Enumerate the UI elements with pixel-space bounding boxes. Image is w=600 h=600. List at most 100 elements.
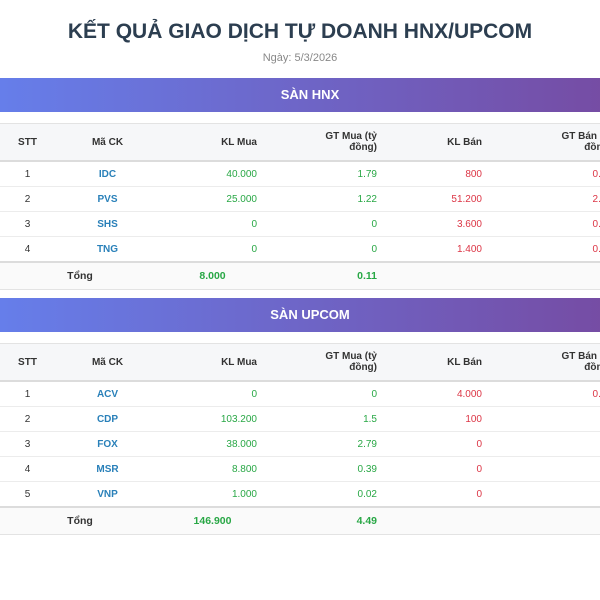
column-header: KL Mua	[160, 123, 265, 162]
column-header-text: GT Mua (tỷ đồng)	[325, 351, 377, 373]
total-label: Tổng	[0, 506, 160, 535]
column-header: KL Bán	[385, 123, 490, 162]
total-gt-mua: 4.49	[265, 506, 385, 535]
cell: 8.800	[160, 456, 265, 482]
cell: 3	[0, 431, 55, 457]
cell: 2.79	[265, 431, 385, 457]
cell: TNG	[55, 236, 160, 263]
cell: 100	[385, 406, 490, 432]
cell: 0	[385, 431, 490, 457]
total-empty	[490, 261, 600, 290]
column-header: Mã CK	[55, 343, 160, 382]
section-title: SÀN HNX	[0, 78, 600, 112]
cell: 0.21	[490, 381, 600, 407]
cell: 5	[0, 481, 55, 508]
cell: 0.07	[490, 211, 600, 237]
cell: 0	[490, 431, 600, 457]
cell: PVS	[55, 186, 160, 212]
total-empty	[385, 506, 490, 535]
section: SÀN HNX STT Mã CK KL Mua GT Mua (tỷ đồng) KL …	[0, 78, 600, 290]
column-header: STT	[0, 123, 55, 162]
data-table: STT Mã CK KL Mua GT Mua (tỷ đồng) KL Bán GT B…	[0, 343, 600, 535]
cell: FOX	[55, 431, 160, 457]
cell: 1.5	[265, 406, 385, 432]
column-header-text: KL Bán	[447, 356, 482, 368]
cell: 0	[160, 236, 265, 263]
column-header: KL Mua	[160, 343, 265, 382]
column-header-text: Mã CK	[91, 136, 124, 148]
section-title: SÀN UPCOM	[0, 298, 600, 332]
cell: 0.39	[265, 456, 385, 482]
total-row: Tổng 8.000 0.11	[0, 261, 600, 290]
cell: 1.22	[265, 186, 385, 212]
sections: SÀN HNX STT Mã CK KL Mua GT Mua (tỷ đồng) KL …	[0, 78, 600, 535]
column-header: GT Mua (tỷ đồng)	[265, 123, 385, 162]
column-header-text: GT Bán (tỷ đồng)	[561, 131, 600, 153]
cell: 0	[490, 481, 600, 508]
cell: 0	[160, 381, 265, 407]
cell: 40.000	[160, 161, 265, 187]
column-header-text: Mã CK	[91, 356, 124, 368]
cell: 800	[385, 161, 490, 187]
cell: 0	[265, 236, 385, 263]
total-label: Tổng	[0, 261, 160, 290]
cell: CDP	[55, 406, 160, 432]
cell: 2	[0, 186, 55, 212]
total-row: Tổng 146.900 4.49	[0, 506, 600, 535]
column-header-text: GT Mua (tỷ đồng)	[325, 131, 377, 153]
cell: 25.000	[160, 186, 265, 212]
column-header-text: KL Mua	[221, 136, 257, 148]
column-header-text: GT Bán (tỷ đồng)	[561, 351, 600, 373]
total-kl-mua: 146.900	[160, 506, 265, 535]
cell: 4.000	[385, 381, 490, 407]
cell: SHS	[55, 211, 160, 237]
title: KẾT QUẢ GIAO DỊCH TỰ DOANH HNX/UPCOM	[67, 20, 533, 43]
total-empty	[490, 506, 600, 535]
cell: 103.200	[160, 406, 265, 432]
header-row: STT Mã CK KL Mua GT Mua (tỷ đồng) KL Bán GT B…	[0, 123, 600, 162]
column-header: GT Bán (tỷ đồng)	[490, 123, 600, 162]
cell: 4	[0, 236, 55, 263]
total-gt-mua: 0.11	[265, 261, 385, 290]
cell: 0.04	[490, 236, 600, 263]
cell: IDC	[55, 161, 160, 187]
section: SÀN UPCOM STT Mã CK KL Mua GT Mua (tỷ đồng) K…	[0, 298, 600, 535]
cell: ACV	[55, 381, 160, 407]
column-header: STT	[0, 343, 55, 382]
column-header: GT Mua (tỷ đồng)	[265, 343, 385, 382]
column-header-text: STT	[18, 136, 37, 148]
column-header: GT Bán (tỷ đồng)	[490, 343, 600, 382]
column-header-text: STT	[18, 356, 37, 368]
cell: 0	[385, 456, 490, 482]
data-table: STT Mã CK KL Mua GT Mua (tỷ đồng) KL Bán GT B…	[0, 123, 600, 290]
column-header: Mã CK	[55, 123, 160, 162]
cell: 1	[0, 381, 55, 407]
total-empty	[385, 261, 490, 290]
cell: 2.78	[490, 186, 600, 212]
cell: 0	[490, 406, 600, 432]
cell: 4	[0, 456, 55, 482]
cell: 38.000	[160, 431, 265, 457]
cell: VNP	[55, 481, 160, 508]
cell: 0.04	[490, 161, 600, 187]
cell: 1	[0, 161, 55, 187]
cell: 0	[490, 456, 600, 482]
column-header-text: KL Mua	[221, 356, 257, 368]
cell: 51.200	[385, 186, 490, 212]
cell: 0	[160, 211, 265, 237]
cell: 0.02	[265, 481, 385, 508]
cell: 1.000	[160, 481, 265, 508]
cell: 3.600	[385, 211, 490, 237]
cell: 0	[385, 481, 490, 508]
cell: 0	[265, 381, 385, 407]
column-header-text: KL Bán	[447, 136, 482, 148]
